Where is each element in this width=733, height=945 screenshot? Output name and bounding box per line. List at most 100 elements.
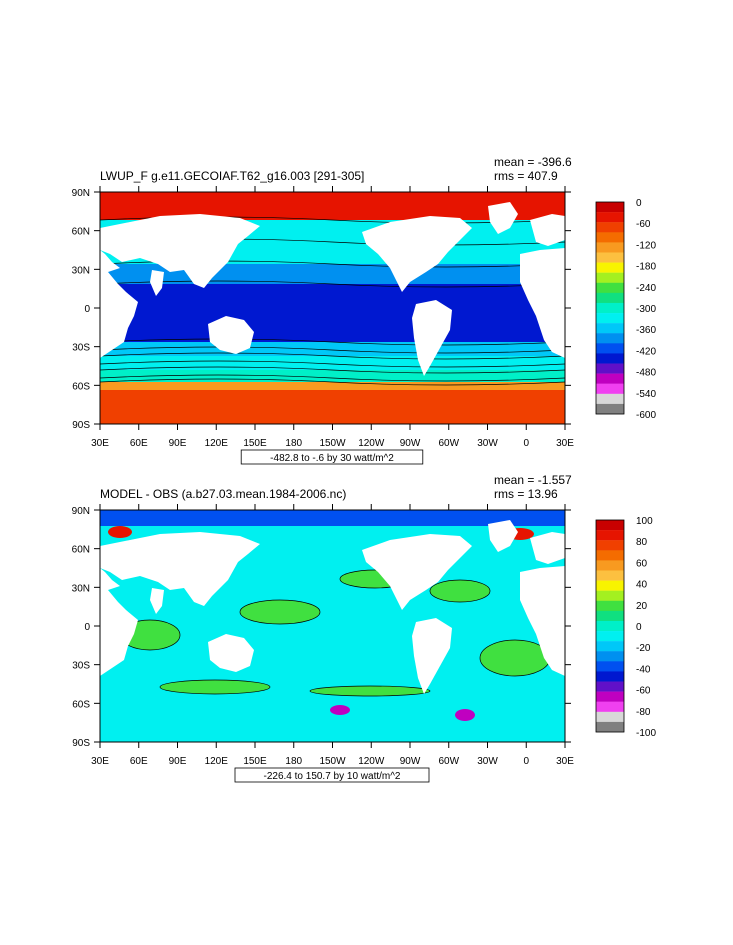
lon-label: 120W (358, 756, 385, 767)
field-band (100, 356, 565, 370)
colorbar-swatch (596, 202, 624, 213)
lon-label: 60W (438, 438, 459, 449)
colorbar-swatch (596, 681, 624, 692)
lon-label: 30E (91, 438, 109, 449)
lon-label: 180 (285, 756, 302, 767)
colorbar-label: -360 (636, 325, 656, 336)
lon-label: 90E (169, 438, 187, 449)
colorbar-swatch (596, 600, 624, 612)
colorbar-swatch (596, 651, 624, 662)
field-band (100, 382, 565, 390)
colorbar-label: -540 (636, 389, 656, 400)
field-shading (100, 510, 565, 742)
colorbar-swatch (596, 343, 624, 354)
colorbar-label: -180 (636, 262, 656, 273)
lat-label: 90N (72, 506, 90, 517)
colorbar-label: -120 (636, 240, 656, 251)
colorbar-label: -600 (636, 410, 656, 421)
colorbar-label: -100 (636, 728, 656, 739)
colorbar-label: 0 (636, 622, 642, 633)
lon-label: 120E (205, 438, 229, 449)
rms-value: rms = 407.9 (494, 169, 558, 183)
colorbar-label: -40 (636, 664, 651, 675)
colorbar: 100 80 60 40 20 0 -20 -40 -60 -80 -100 (595, 516, 656, 739)
colorbar-swatch (596, 272, 624, 283)
map-panel-2: MODEL - OBS (a.b27.03.mean.1984-2006.nc)… (72, 473, 656, 783)
colorbar-swatch (596, 323, 624, 334)
colorbar-swatch (596, 540, 624, 551)
lon-label: 150W (319, 756, 346, 767)
range-note-text: -226.4 to 150.7 by 10 watt/m^2 (264, 771, 401, 782)
field-band (100, 284, 565, 342)
lon-label: 30E (91, 756, 109, 767)
field-patch (429, 579, 491, 603)
colorbar-swatch (596, 520, 624, 531)
field-band (100, 390, 565, 424)
lon-label: 150E (243, 756, 267, 767)
colorbar-swatch (596, 580, 624, 591)
colorbar-label: 80 (636, 537, 648, 548)
colorbar-label: 40 (636, 580, 648, 591)
contour-line (100, 338, 565, 346)
colorbar-swatch (596, 530, 624, 541)
lon-label: 30E (556, 438, 574, 449)
colorbar-label: -480 (636, 368, 656, 379)
colorbar-label: -240 (636, 283, 656, 294)
lon-label: 0 (523, 438, 529, 449)
lon-label: 180 (285, 438, 302, 449)
contour-line (100, 366, 565, 374)
colorbar-swatch (596, 671, 624, 682)
colorbar-label: -80 (636, 707, 651, 718)
lon-label: 120E (205, 756, 229, 767)
colorbar-swatch (596, 373, 624, 384)
colorbar-swatch (596, 721, 624, 733)
colorbar-label: 100 (636, 516, 653, 527)
lat-label: 0 (84, 622, 90, 633)
lat-label: 30S (72, 343, 90, 354)
colorbar-swatch (596, 212, 624, 223)
field-shading (100, 192, 565, 424)
field-hotspot (108, 526, 132, 538)
field-patch (159, 679, 271, 695)
lon-label: 30W (477, 756, 498, 767)
mean-value: mean = -1.557 (494, 473, 572, 487)
contour-line (100, 374, 565, 382)
colorbar-label: 20 (636, 601, 648, 612)
colorbar-label: -420 (636, 346, 656, 357)
contour-line (100, 280, 565, 288)
colorbar-swatch (596, 302, 624, 314)
lat-label: 90S (72, 738, 90, 749)
range-note-text: -482.8 to -.6 by 30 watt/m^2 (270, 453, 394, 464)
colorbar-swatch (596, 222, 624, 233)
lon-label: 90W (400, 756, 421, 767)
colorbar-label: -20 (636, 643, 651, 654)
field-patch (479, 639, 551, 677)
lat-label: 60S (72, 699, 90, 710)
lon-label: 60E (130, 756, 148, 767)
colorbar-swatch (596, 570, 624, 581)
lon-label: 90W (400, 438, 421, 449)
lon-label: 90E (169, 756, 187, 767)
colorbar-swatch (596, 393, 624, 405)
colorbar-swatch (596, 590, 624, 601)
colorbar-swatch (596, 711, 624, 723)
colorbar-label: 60 (636, 558, 648, 569)
colorbar-swatch (596, 403, 624, 415)
lat-label: 90N (72, 188, 90, 199)
lat-label: 90S (72, 420, 90, 431)
contour-line (100, 360, 565, 368)
colorbar-swatch (596, 262, 624, 273)
colorbar: 0 -60 -120 -180 -240 -300 -360 -420 -480 -540 -600 (595, 198, 656, 421)
mean-value: mean = -396.6 (494, 155, 572, 169)
colorbar-swatch (596, 550, 624, 561)
panel-title: MODEL - OBS (a.b27.03.mean.1984-2006.nc) (100, 487, 346, 501)
colorbar-swatch (596, 333, 624, 344)
contour-line (100, 346, 565, 354)
lat-label: 60N (72, 227, 90, 238)
field-arctic (100, 510, 565, 526)
colorbar-swatch (596, 641, 624, 652)
lon-label: 60W (438, 756, 459, 767)
colorbar-swatch (596, 661, 624, 672)
colorbar-swatch (596, 560, 624, 571)
